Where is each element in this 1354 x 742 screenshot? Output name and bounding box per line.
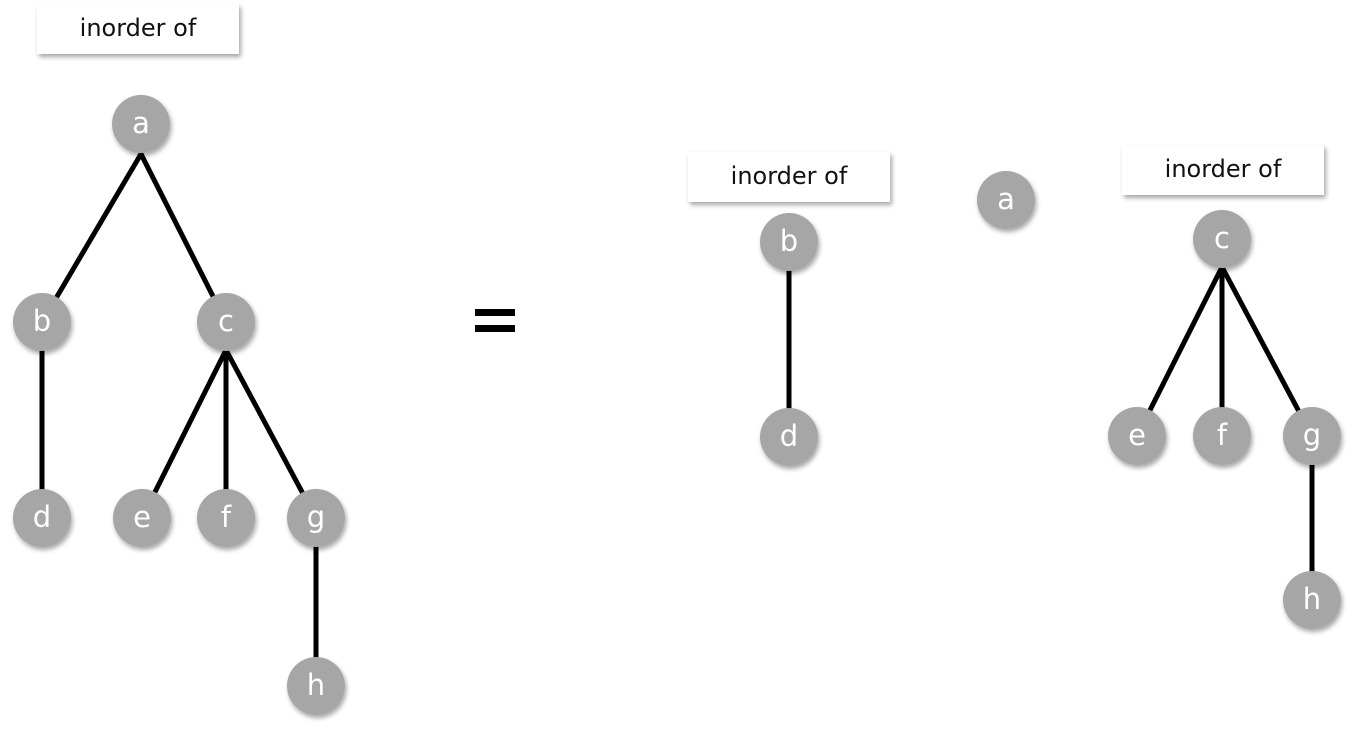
equals-bar-bottom (475, 325, 515, 332)
node-c-label: c (218, 304, 234, 338)
edge-c-g (223, 347, 319, 521)
edge-a-c (138, 151, 229, 325)
sub-node-f: f (1193, 407, 1251, 465)
equals-sign (475, 309, 515, 332)
root-node-a: a (977, 171, 1035, 229)
node-a-label: a (132, 106, 150, 140)
sub-node-d-label: d (780, 419, 798, 453)
node-h-label: h (307, 668, 325, 702)
label-right-subtree: inorder of (1122, 145, 1324, 195)
node-b-label: b (33, 304, 51, 338)
node-d: d (13, 489, 71, 547)
sub-node-e-label: e (1128, 418, 1146, 452)
main-tree-edges (39, 151, 319, 689)
node-c: c (197, 293, 255, 351)
sub-node-g-label: g (1303, 418, 1321, 452)
node-f-label: f (221, 500, 232, 534)
sub-node-c: c (1193, 210, 1251, 268)
sub-node-h: h (1283, 571, 1341, 629)
main-tree: a b c d e f g (13, 95, 345, 715)
node-e-label: e (133, 500, 151, 534)
sub-node-f-label: f (1217, 418, 1228, 452)
node-g-label: g (307, 500, 325, 534)
sub-node-b: b (760, 213, 818, 271)
node-g: g (287, 489, 345, 547)
sub-node-b-label: b (780, 224, 798, 258)
left-subtree: b d (760, 213, 818, 466)
root-node-a-label: a (997, 182, 1015, 216)
edge-a-b (39, 151, 144, 325)
label-left-subtree-text: inorder of (731, 162, 848, 190)
node-f: f (197, 489, 255, 547)
main-tree-nodes: a b c d e f g (13, 95, 345, 715)
label-left-subtree: inorder of (688, 152, 890, 202)
node-d-label: d (33, 500, 51, 534)
sub-node-e: e (1108, 407, 1166, 465)
node-a: a (112, 95, 170, 153)
equals-bar-top (475, 309, 515, 316)
node-e: e (113, 489, 171, 547)
right-subtree: c e f g h (1108, 210, 1341, 629)
label-main-text: inorder of (80, 14, 197, 42)
label-main: inorder of (37, 4, 239, 54)
sub-node-g: g (1283, 407, 1341, 465)
edge-sub-c-g (1219, 264, 1315, 439)
sub-node-d: d (760, 408, 818, 466)
label-right-subtree-text: inorder of (1165, 155, 1282, 183)
node-b: b (13, 293, 71, 351)
node-h: h (287, 657, 345, 715)
edge-sub-c-e (1134, 264, 1225, 439)
sub-node-h-label: h (1303, 582, 1321, 616)
sub-node-c-label: c (1214, 221, 1230, 255)
edge-c-e (139, 347, 229, 521)
